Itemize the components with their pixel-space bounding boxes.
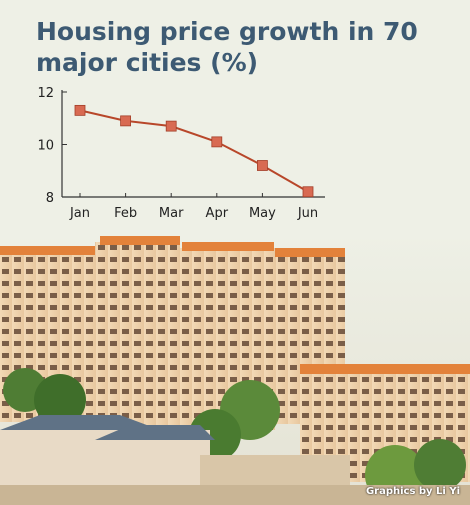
data-point bbox=[211, 136, 223, 148]
x-tick-label: Apr bbox=[206, 206, 229, 221]
data-point bbox=[74, 104, 86, 116]
building-model-photo bbox=[0, 230, 470, 505]
series-line bbox=[79, 109, 309, 193]
x-tick-label: Jan bbox=[69, 206, 90, 221]
data-point bbox=[120, 115, 131, 127]
y-tick-label: 12 bbox=[37, 86, 54, 101]
graphics-credit: Graphics by Li Yi bbox=[365, 486, 460, 497]
x-tick-label: May bbox=[249, 206, 276, 221]
chart-axes: 12 10 8 Jan Feb Mar Apr May Jun bbox=[37, 86, 325, 221]
x-tick-label: Feb bbox=[114, 206, 137, 221]
chart-title: Housing price growth in 70 major cities … bbox=[36, 17, 418, 77]
data-point bbox=[302, 186, 314, 198]
line-chart: 12 10 8 Jan Feb Mar Apr May Jun bbox=[37, 86, 325, 221]
x-tick-label: Jun bbox=[297, 206, 318, 221]
price-growth-series bbox=[74, 104, 314, 198]
y-tick-label: 10 bbox=[37, 139, 54, 154]
x-tick-label: Mar bbox=[159, 206, 184, 221]
data-point bbox=[256, 160, 268, 171]
y-tick-label: 8 bbox=[46, 191, 54, 206]
data-point bbox=[165, 120, 177, 132]
